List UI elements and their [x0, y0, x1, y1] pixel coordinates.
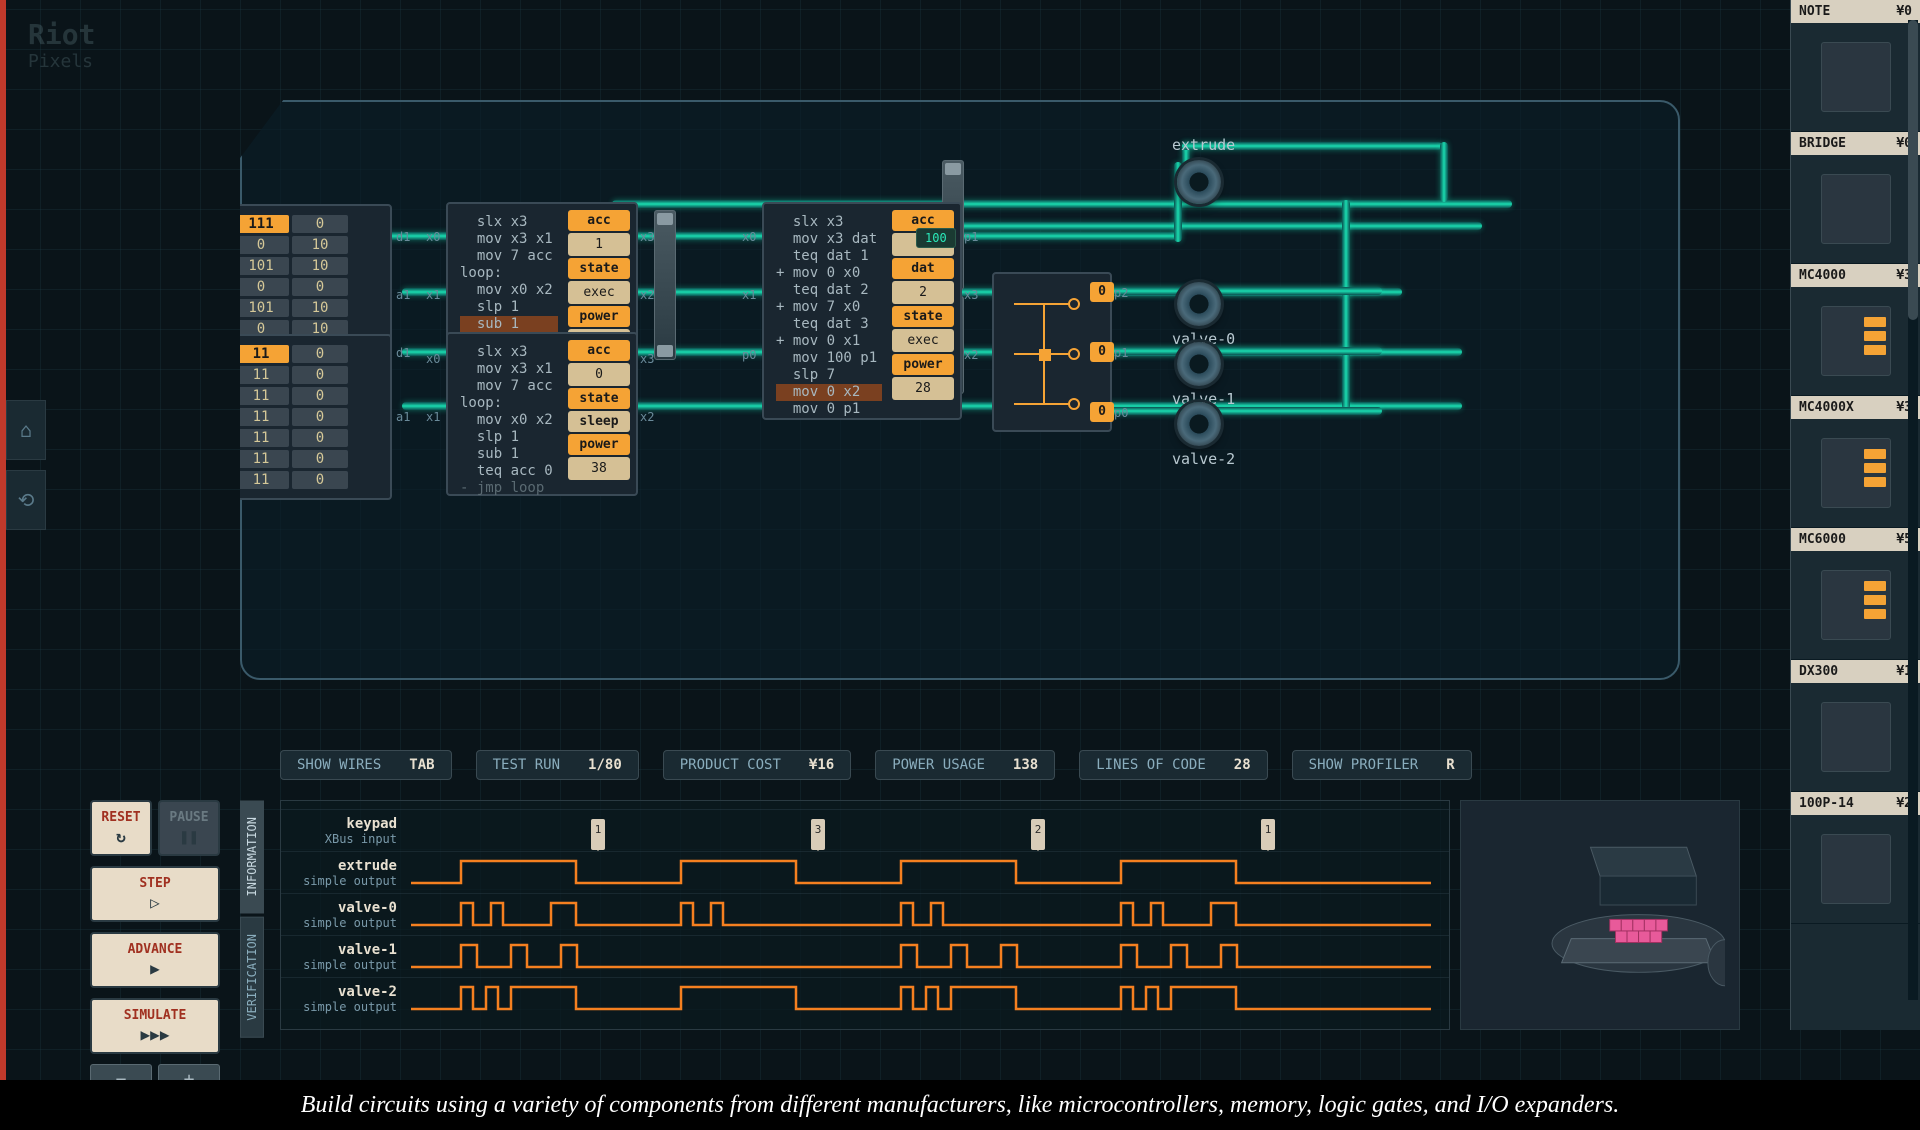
parts-scrollbar[interactable]: [1908, 20, 1918, 1000]
back-tab[interactable]: ⟲: [6, 470, 46, 530]
logic-chip[interactable]: 0 0 0: [992, 272, 1112, 432]
power-status: POWER USAGE138: [875, 750, 1055, 780]
reset-button[interactable]: RESET↻: [90, 800, 152, 856]
signal-row-extrude: extrudesimple output: [281, 851, 1449, 893]
signal-row-keypad: keypadXBus input1321: [281, 809, 1449, 851]
signal-viewer: keypadXBus input1321extrudesimple output…: [280, 800, 1450, 1030]
test-run-status: TEST RUN1/80: [476, 750, 639, 780]
signal-row-valve-1: valve-1simple output: [281, 935, 1449, 977]
rom-chip-2[interactable]: 110110110110110110110: [222, 334, 392, 500]
valve0-connector: [1177, 282, 1221, 326]
watermark: RiotPixels: [28, 18, 95, 72]
cost-status: PRODUCT COST¥16: [663, 750, 851, 780]
valve2-connector: [1177, 402, 1221, 446]
information-tab[interactable]: INFORMATION: [240, 800, 264, 913]
sim-controls: RESET↻ PAUSE❚❚ STEP▷ ADVANCE▶ SIMULATE▶▶…: [90, 800, 220, 1095]
part-mc4000[interactable]: MC4000¥3: [1791, 264, 1920, 396]
caption: Build circuits using a variety of compon…: [0, 1080, 1920, 1130]
jumper-1[interactable]: [654, 210, 676, 360]
part-100p-14[interactable]: 100P-14¥2: [1791, 792, 1920, 924]
signal-row-valve-0: valve-0simple output: [281, 893, 1449, 935]
circuit-board[interactable]: keypad extrude valve-0 valve-1 valve-2 1…: [240, 100, 1680, 680]
device-preview: [1460, 800, 1740, 1030]
advance-button[interactable]: ADVANCE▶: [90, 932, 220, 988]
extrude-label: extrude: [1172, 136, 1235, 154]
valve1-connector: [1177, 342, 1221, 386]
part-note[interactable]: NOTE¥0: [1791, 0, 1920, 132]
part-dx300[interactable]: DX300¥1: [1791, 660, 1920, 792]
port-value-100: 100: [916, 228, 956, 248]
mc-chip-2[interactable]: slx x3 mov x3 x1 mov 7 accloop: mov x0 x…: [446, 332, 638, 496]
signal-row-valve-2: valve-2simple output: [281, 977, 1449, 1019]
part-mc4000x[interactable]: MC4000X¥3: [1791, 396, 1920, 528]
lines-status: LINES OF CODE28: [1079, 750, 1267, 780]
step-button[interactable]: STEP▷: [90, 866, 220, 922]
parts-panel: NOTE¥0BRIDGE¥0MC4000¥3MC4000X¥3MC6000¥5D…: [1790, 0, 1920, 1030]
valve2-label: valve-2: [1172, 450, 1235, 468]
show-wires-button[interactable]: SHOW WIRESTAB: [280, 750, 452, 780]
home-tab[interactable]: ⌂: [6, 400, 46, 460]
verification-tab[interactable]: VERIFICATION: [240, 917, 264, 1038]
extrude-connector: [1177, 160, 1221, 204]
part-mc6000[interactable]: MC6000¥5: [1791, 528, 1920, 660]
show-profiler-button[interactable]: SHOW PROFILERR: [1292, 750, 1472, 780]
simulate-button[interactable]: SIMULATE▶▶▶: [90, 998, 220, 1054]
pause-button[interactable]: PAUSE❚❚: [158, 800, 220, 856]
status-bar: SHOW WIRESTAB TEST RUN1/80 PRODUCT COST¥…: [280, 750, 1472, 780]
part-bridge[interactable]: BRIDGE¥0: [1791, 132, 1920, 264]
